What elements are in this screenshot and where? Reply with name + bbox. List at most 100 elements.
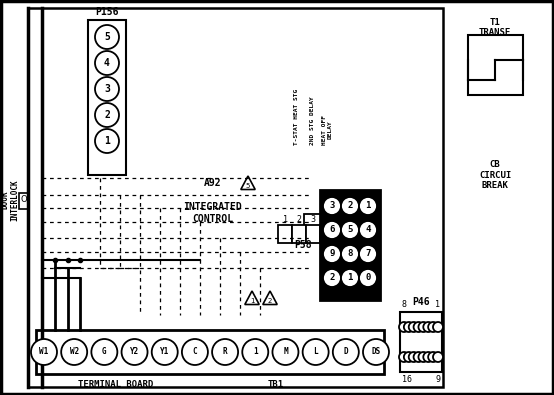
Text: 2: 2 [268,298,272,304]
Circle shape [418,322,428,332]
Text: T-STAT HEAT STG: T-STAT HEAT STG [295,89,300,145]
Circle shape [341,245,359,263]
Text: 4: 4 [325,216,330,224]
Text: INTEGRATED
CONTROL: INTEGRATED CONTROL [183,202,243,224]
Text: 0: 0 [365,273,371,282]
Text: 1: 1 [283,216,288,224]
Bar [320,225,334,243]
Circle shape [399,352,409,362]
Text: 8: 8 [347,250,353,258]
Circle shape [359,197,377,215]
Circle shape [323,221,341,239]
Bar [306,225,320,243]
Circle shape [399,322,409,332]
Text: HEAT OFF
DELAY: HEAT OFF DELAY [322,115,332,145]
Bar [400,312,442,372]
Circle shape [323,245,341,263]
Text: 2ND STG DELAY: 2ND STG DELAY [310,96,315,145]
Circle shape [359,221,377,239]
Text: 1: 1 [104,136,110,146]
Text: 4: 4 [365,226,371,235]
Circle shape [323,269,341,287]
Text: 4: 4 [104,58,110,68]
Bar [36,330,384,374]
Text: 2: 2 [104,110,110,120]
Text: 3: 3 [104,84,110,94]
Text: M: M [283,348,288,357]
Circle shape [273,339,299,365]
Text: 2: 2 [329,273,335,282]
Text: 16: 16 [402,375,412,384]
Circle shape [359,245,377,263]
Text: DOOR
INTERLOCK: DOOR INTERLOCK [1,179,20,221]
Bar [88,20,126,175]
Bar [320,190,380,300]
Circle shape [423,322,433,332]
Text: 2: 2 [347,201,353,211]
Text: Y1: Y1 [160,348,170,357]
Text: P46: P46 [412,297,430,307]
Text: DS: DS [371,348,381,357]
Circle shape [152,339,178,365]
Circle shape [433,322,443,332]
Circle shape [212,339,238,365]
Circle shape [323,197,341,215]
Circle shape [95,51,119,75]
Text: 8: 8 [402,300,407,309]
Text: 1: 1 [435,300,440,309]
Bar [278,225,292,243]
Bar [19,193,29,209]
Text: R: R [223,348,227,357]
Circle shape [428,322,438,332]
Circle shape [91,339,117,365]
Text: 3: 3 [329,201,335,211]
Circle shape [341,197,359,215]
Circle shape [433,352,443,362]
Circle shape [95,103,119,127]
Circle shape [121,339,147,365]
Text: C: C [193,348,197,357]
Text: 3: 3 [310,216,315,224]
Circle shape [428,352,438,362]
Text: 1: 1 [253,348,258,357]
Text: W2: W2 [70,348,79,357]
Text: 9: 9 [329,250,335,258]
Circle shape [302,339,329,365]
Bar [292,225,306,243]
Text: 2: 2 [296,216,301,224]
Text: 1: 1 [250,298,254,304]
Circle shape [333,339,359,365]
Circle shape [31,339,57,365]
Text: L: L [314,348,318,357]
Text: 5: 5 [347,226,353,235]
Text: A92: A92 [204,178,222,188]
Circle shape [409,352,419,362]
Circle shape [242,339,268,365]
Circle shape [404,322,414,332]
Text: 5: 5 [104,32,110,42]
Circle shape [363,339,389,365]
Text: 1: 1 [365,201,371,211]
Text: TERMINAL BOARD: TERMINAL BOARD [78,380,153,389]
Circle shape [418,352,428,362]
Circle shape [409,322,419,332]
Text: 9: 9 [435,375,440,384]
Circle shape [423,352,433,362]
Text: Y2: Y2 [130,348,139,357]
Text: W1: W1 [39,348,49,357]
Text: P58: P58 [294,240,312,250]
Text: G: G [102,348,107,357]
Text: 6: 6 [329,226,335,235]
Circle shape [95,25,119,49]
Text: TB1: TB1 [268,380,284,389]
Circle shape [404,352,414,362]
Circle shape [341,221,359,239]
Bar [304,214,334,230]
Circle shape [182,339,208,365]
Circle shape [414,322,424,332]
Text: 1: 1 [347,273,353,282]
Circle shape [359,269,377,287]
Bar [28,8,443,387]
Text: D: D [343,348,348,357]
Text: 5: 5 [246,183,250,189]
